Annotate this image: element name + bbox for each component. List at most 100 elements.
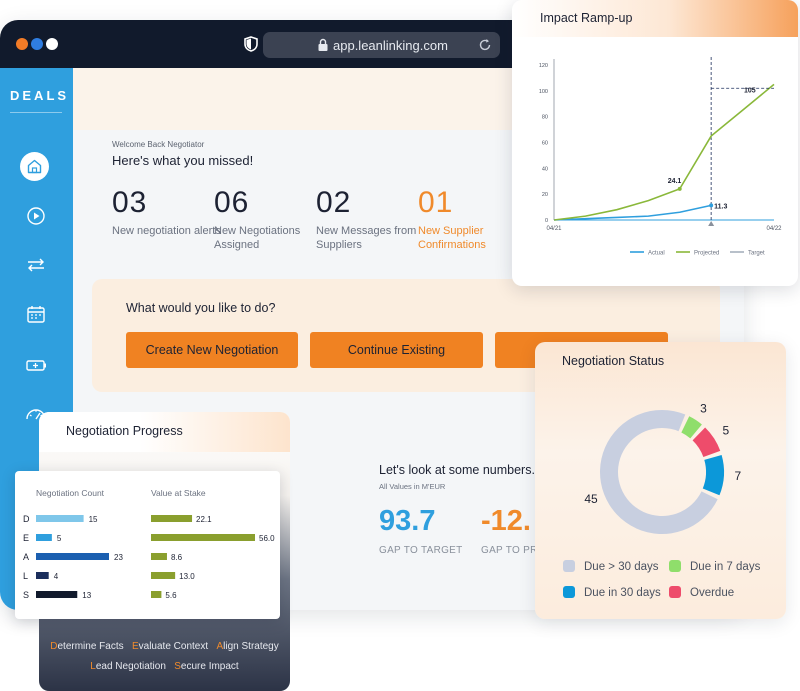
y-tick-label: 80 bbox=[542, 115, 548, 121]
shield-icon[interactable] bbox=[243, 36, 259, 52]
y-tick-label: 120 bbox=[539, 63, 548, 69]
numbers-title: Let's look at some numbers. bbox=[379, 463, 535, 477]
count-value-label: 4 bbox=[54, 572, 59, 581]
row-category-label: E bbox=[23, 533, 29, 543]
step-initial: S bbox=[174, 661, 181, 672]
row-category-label: L bbox=[23, 571, 28, 581]
legend-due-30-plus: Due > 30 days bbox=[563, 560, 658, 573]
negotiation-status-donut: 45 3 5 7 bbox=[584, 401, 742, 534]
numbers-subtitle: All Values in M'EUR bbox=[379, 482, 446, 491]
stat-label: New negotiation alerts bbox=[112, 225, 221, 237]
donut-value-label: 5 bbox=[722, 424, 729, 438]
value-bar bbox=[151, 553, 167, 560]
stat-negotiation-alerts[interactable]: 03 New negotiation alerts bbox=[112, 186, 222, 238]
count-value-label: 15 bbox=[89, 515, 98, 524]
progress-bars-panel: Negotiation Count Value at Stake D 15 22.1 E 5… bbox=[15, 471, 280, 619]
legend-due-30: Due in 30 days bbox=[563, 586, 661, 599]
donut-slice bbox=[702, 454, 724, 496]
progress-bar-charts: Negotiation Count Value at Stake D 15 22.1 E 5… bbox=[23, 488, 275, 600]
count-bar bbox=[36, 534, 52, 541]
create-negotiation-button[interactable]: Create New Negotiation bbox=[126, 332, 298, 368]
gap-to-target-value: 93.7 bbox=[379, 505, 436, 537]
legend-swatch bbox=[669, 560, 681, 572]
progress-card-header bbox=[39, 412, 290, 452]
value-bar bbox=[151, 572, 176, 579]
stat-value: 06 bbox=[214, 186, 250, 219]
stat-supplier-messages[interactable]: 02 New Messages from Suppliers bbox=[316, 186, 426, 252]
crosshair-marker bbox=[708, 221, 715, 226]
impact-rampup-card: Impact Ramp-up 0 20 40 60 80 100 120 04/21 04/22… bbox=[512, 0, 798, 286]
lock-icon bbox=[318, 38, 328, 51]
step-initial: A bbox=[216, 641, 224, 652]
y-tick-label: 40 bbox=[542, 166, 548, 172]
row-category-label: D bbox=[23, 514, 30, 524]
progress-steps: Determine Facts Evaluate Context Align S… bbox=[39, 637, 290, 677]
deals-logo: DEALS bbox=[10, 88, 70, 103]
ramp-title: Impact Ramp-up bbox=[540, 11, 633, 25]
progress-step: Secure Impact bbox=[174, 661, 239, 672]
play-icon[interactable] bbox=[23, 203, 49, 229]
continue-existing-button[interactable]: Continue Existing bbox=[310, 332, 483, 368]
window-close-button[interactable] bbox=[16, 38, 28, 50]
url-text: app.leanlinking.com bbox=[333, 38, 448, 53]
value-label: 13.0 bbox=[179, 572, 195, 581]
x-tick-label: 04/21 bbox=[546, 226, 562, 232]
ramp-card-header bbox=[512, 0, 798, 37]
row-category-label: A bbox=[23, 552, 29, 562]
gap-to-pro-label: GAP TO PRO bbox=[481, 545, 537, 556]
progress-step: Determine Facts bbox=[50, 641, 124, 652]
legend-label: Target bbox=[748, 251, 765, 257]
count-bar bbox=[36, 515, 84, 522]
welcome-text: Welcome Back Negotiator bbox=[112, 140, 205, 149]
legend-label: Overdue bbox=[690, 587, 735, 599]
status-title: Negotiation Status bbox=[562, 354, 665, 368]
y-tick-label: 100 bbox=[539, 89, 548, 95]
stat-negotiations-assigned[interactable]: 06 New Negotiations Assigned bbox=[214, 186, 324, 252]
stat-value: 02 bbox=[316, 186, 352, 219]
legend-label: Due in 7 days bbox=[690, 561, 761, 573]
value-bar bbox=[151, 591, 162, 598]
legend-label: Due in 30 days bbox=[584, 587, 661, 599]
reload-icon[interactable] bbox=[478, 38, 492, 52]
y-tick-label: 60 bbox=[542, 141, 548, 147]
stat-value: 03 bbox=[112, 186, 148, 219]
donut-value-label: 7 bbox=[735, 469, 742, 483]
count-value-label: 23 bbox=[114, 553, 123, 562]
address-bar[interactable]: app.leanlinking.com bbox=[263, 32, 500, 58]
legend-swatch bbox=[563, 586, 575, 598]
value-label: 56.0 bbox=[259, 534, 275, 543]
missed-heading: Here's what you missed! bbox=[112, 153, 254, 168]
gap-to-pro-value: -12. bbox=[481, 505, 531, 537]
step-initial: D bbox=[50, 641, 58, 652]
calendar-icon[interactable] bbox=[23, 302, 49, 328]
annotation-label: 105 bbox=[744, 87, 756, 94]
legend-label: Due > 30 days bbox=[584, 561, 659, 573]
series-actual bbox=[553, 204, 712, 221]
value-bar bbox=[151, 515, 193, 522]
count-bar bbox=[36, 572, 49, 579]
series-projected bbox=[553, 83, 775, 221]
legend-label: Projected bbox=[694, 251, 719, 257]
donut-slice bbox=[600, 410, 718, 534]
step-initial: E bbox=[131, 641, 139, 652]
battery-icon[interactable] bbox=[23, 352, 49, 378]
stat-label: New Supplier Confirmations bbox=[418, 225, 486, 251]
progress-step: Align Strategy bbox=[216, 641, 279, 652]
stat-value: 01 bbox=[418, 186, 454, 219]
value-label: 8.6 bbox=[171, 553, 183, 562]
legend-overdue: Overdue bbox=[669, 586, 734, 599]
steps-line-1: Determine Facts Evaluate Context Align S… bbox=[39, 637, 290, 657]
action-question: What would you like to do? bbox=[126, 301, 276, 315]
window-maximize-button[interactable] bbox=[46, 38, 58, 50]
stat-label: New Messages from Suppliers bbox=[316, 225, 417, 251]
value-bar bbox=[151, 534, 255, 541]
stat-label: New Negotiations Assigned bbox=[214, 225, 301, 251]
stat-supplier-confirmations[interactable]: 01 New Supplier Confirmations bbox=[418, 186, 528, 252]
progress-title: Negotiation Progress bbox=[66, 424, 183, 438]
transfer-icon[interactable] bbox=[23, 252, 49, 278]
window-minimize-button[interactable] bbox=[31, 38, 43, 50]
value-label: 5.6 bbox=[165, 591, 177, 600]
home-icon[interactable] bbox=[20, 152, 49, 181]
legend-swatch bbox=[563, 560, 575, 572]
x-tick-label: 04/22 bbox=[766, 226, 782, 232]
